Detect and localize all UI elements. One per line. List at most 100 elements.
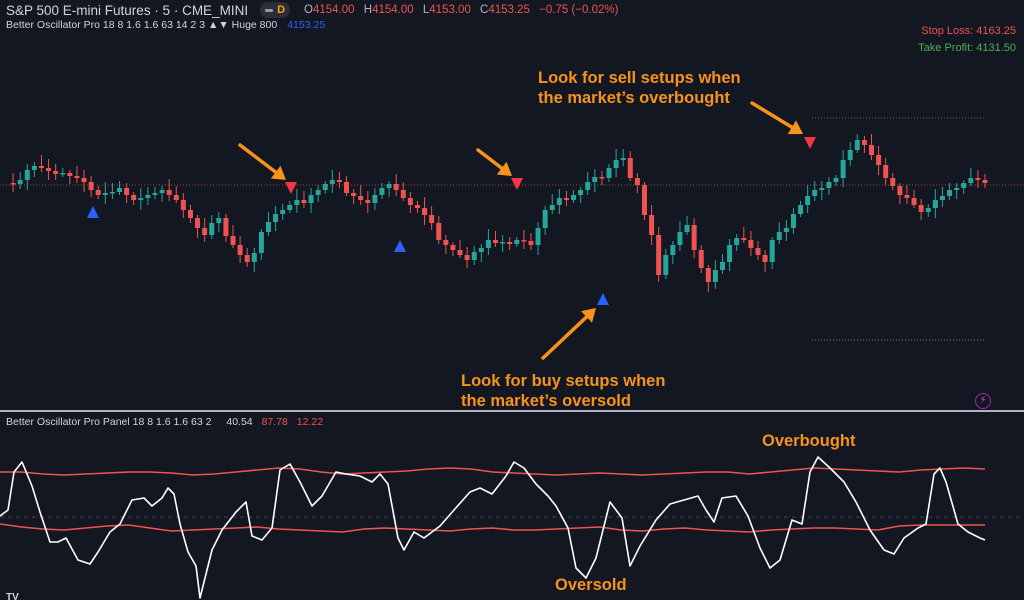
candle [301, 191, 307, 208]
candle [741, 227, 747, 243]
candle [776, 222, 782, 244]
delayed-data-label: D [277, 4, 286, 16]
candle [117, 181, 123, 195]
candle [31, 162, 37, 177]
candle [911, 190, 917, 208]
candle [549, 194, 555, 214]
candle [478, 244, 484, 262]
candle [571, 190, 577, 203]
buy-signal-icon [87, 206, 99, 218]
candle [954, 183, 960, 199]
candle [131, 192, 137, 205]
candle [429, 206, 435, 230]
candle [95, 186, 101, 199]
candle [251, 248, 257, 272]
indicator-legend[interactable]: Better Oscillator Pro 18 8 1.6 1.6 63 14… [6, 19, 325, 31]
candle [500, 235, 506, 252]
candle [81, 170, 87, 192]
arrow-icon [476, 148, 512, 176]
candle [939, 187, 945, 207]
candle [159, 186, 165, 202]
candle [720, 254, 726, 274]
candle [641, 182, 647, 220]
candle [358, 185, 364, 205]
candle [308, 188, 314, 213]
sell-signal-icon [804, 137, 816, 149]
low-value: 4153.00 [429, 4, 471, 16]
candle [173, 186, 179, 203]
candle [783, 220, 789, 241]
candle [138, 188, 144, 210]
sell-signal-icon [511, 178, 523, 190]
candle [457, 240, 463, 258]
oscillator-lower-value: 12.22 [296, 416, 324, 428]
candle [947, 183, 953, 200]
price-chart-pane[interactable]: S&P 500 E-mini Futures · 5 · CME_MINI D … [0, 0, 1024, 410]
close-value: 4153.25 [488, 4, 530, 16]
candle [322, 181, 328, 194]
candle [187, 205, 193, 223]
candle [620, 149, 626, 166]
candle [812, 181, 818, 201]
arrow-icon [750, 101, 803, 135]
candle [493, 231, 498, 247]
buy-signal-icon [394, 240, 406, 252]
candle [422, 197, 428, 225]
candle [876, 146, 882, 175]
arrow-icon [541, 308, 596, 360]
candle [535, 222, 541, 255]
oscillator-name[interactable]: Better Oscillator Pro Panel 18 8 1.6 1.6… [6, 416, 212, 428]
buy-signal-icon [597, 293, 609, 305]
candle [790, 208, 796, 234]
candle [124, 183, 130, 203]
candle [798, 201, 804, 217]
candle [961, 180, 967, 194]
pane-divider[interactable] [0, 410, 1024, 412]
candle [698, 245, 704, 273]
indicator-name[interactable]: Better Oscillator Pro 18 8 1.6 1.6 63 14… [6, 19, 278, 31]
candle [209, 215, 215, 239]
candle [649, 205, 655, 245]
candle [627, 151, 633, 181]
stop-loss-label: Stop Loss: 4163.25 [921, 25, 1016, 37]
candle [542, 206, 548, 235]
candle [904, 185, 910, 204]
candle [74, 166, 80, 183]
tradingview-logo[interactable]: TV [6, 592, 19, 600]
candle [344, 176, 350, 196]
candle [982, 174, 988, 188]
candlestick-chart[interactable] [0, 0, 1024, 410]
sell-annotation-line-1: Look for sell setups when [538, 69, 741, 87]
oscillator-legend[interactable]: Better Oscillator Pro Panel 18 8 1.6 1.6… [6, 416, 323, 428]
candle [634, 173, 640, 193]
candle [351, 189, 357, 204]
oscillator-chart[interactable] [0, 412, 1024, 600]
candle [507, 237, 513, 250]
candle [755, 241, 761, 260]
candle [88, 176, 94, 197]
candle [329, 170, 335, 193]
candle [691, 218, 697, 258]
oscillator-pane[interactable]: Better Oscillator Pro Panel 18 8 1.6 1.6… [0, 412, 1024, 600]
candle [195, 215, 201, 238]
indicator-value: 4153.25 [287, 19, 326, 31]
data-delay-badge[interactable]: D [260, 2, 291, 18]
candle [705, 265, 711, 292]
candle [578, 187, 584, 203]
candle [53, 164, 59, 180]
symbol-title[interactable]: S&P 500 E-mini Futures · 5 · CME_MINI [6, 2, 249, 18]
candle [556, 189, 562, 214]
candle [528, 233, 534, 250]
price-change: −0.75 (−0.02%) [539, 4, 619, 16]
lightning-icon[interactable]: ⚡ [975, 393, 991, 409]
symbol-legend: S&P 500 E-mini Futures · 5 · CME_MINI D … [6, 2, 624, 18]
candle [819, 181, 825, 200]
candle [152, 187, 158, 199]
candle [216, 212, 222, 232]
candle [237, 236, 243, 263]
candle [414, 201, 420, 213]
candle [727, 239, 733, 271]
candle [258, 229, 264, 260]
candle [599, 171, 605, 185]
sell-signal-icon [285, 182, 297, 194]
